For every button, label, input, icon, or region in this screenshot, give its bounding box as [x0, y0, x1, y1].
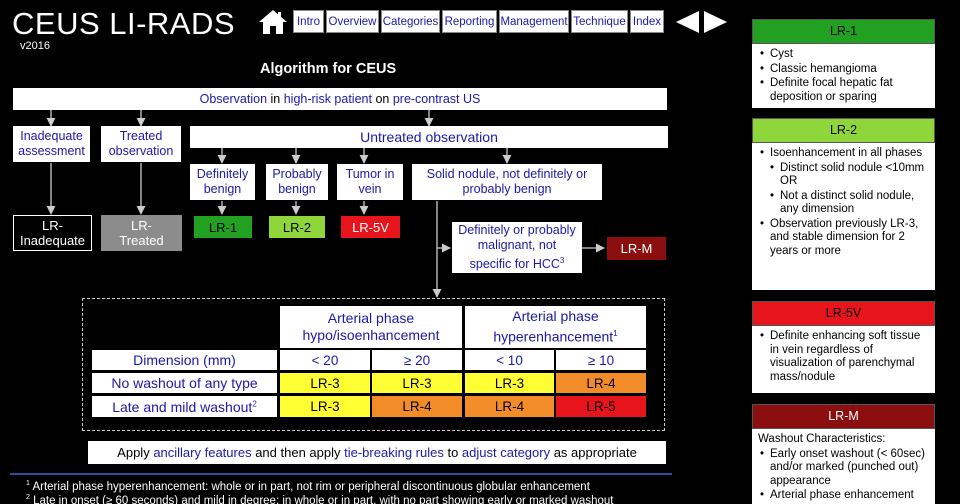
lr2-item-2: Distinct solid nodule <10mm OR	[770, 162, 929, 189]
lr1-item-1: Cyst	[760, 48, 929, 62]
col-group-hyper-ref: 1	[613, 329, 618, 339]
lrm-panel-title: LR-M	[752, 404, 935, 429]
footnote-1-text: Arterial phase hyperenhancement: whole o…	[29, 480, 590, 493]
late-washout-cell-4: LR-5	[556, 396, 646, 417]
col-group-hyper-text: Arterial phase hyperenhancement	[493, 308, 614, 345]
lr5v-panel: LR-5V Definite enhancing soft tissue in …	[752, 301, 935, 393]
lr5v-label: LR-5V	[341, 216, 400, 238]
col-group-hyper: Arterial phase hyperenhancement1	[465, 306, 646, 348]
algorithm-title: Algorithm for CEUS	[260, 61, 397, 77]
inadequate-assessment-box: Inadequate assessment	[13, 126, 90, 162]
lr1-item-3: Definite focal hepatic fat deposition or…	[760, 77, 929, 104]
late-washout-cell-1: LR-3	[280, 396, 370, 417]
lr1-label: LR-1	[194, 216, 252, 238]
definitely-benign-box: Definitely benign	[190, 164, 255, 200]
lrm-item-2: Arterial phase enhancement	[760, 489, 929, 503]
top-box-d: on	[371, 91, 393, 106]
row-late-washout-label: Late and mild washout2	[92, 396, 277, 417]
untreated-observation-box: Untreated observation	[190, 126, 668, 148]
dim-cell-3: < 10	[465, 350, 554, 370]
row-no-washout-label: No washout of any type	[92, 373, 277, 393]
lrm-item-1: Early onset washout (< 60sec) and/or mar…	[760, 448, 929, 489]
no-washout-cell-3: LR-3	[465, 373, 554, 393]
col-group-hypo-iso: Arterial phase hypo/isoenhancement	[280, 306, 462, 348]
washout-table-container	[82, 298, 665, 431]
footnote-1: 1 Arterial phase hyperenhancement: whole…	[26, 480, 590, 493]
tie-breaking-rules-link[interactable]: tie-breaking rules	[344, 445, 444, 460]
no-washout-cell-1: LR-3	[280, 373, 370, 393]
lr1-panel: LR-1 Cyst Classic hemangioma Definite fo…	[752, 19, 935, 108]
footnote-2: 2 Late in onset (≥ 60 seconds) and mild …	[26, 494, 613, 504]
nav-overview[interactable]: Overview	[326, 10, 379, 33]
lr-inadequate-label: LR-Inadequate	[13, 215, 92, 251]
lr5v-item-1: Definite enhancing soft tissue in vein r…	[760, 330, 929, 384]
page-title: CEUS LI-RADS	[12, 6, 236, 41]
footnote-1-num: 1	[26, 480, 30, 487]
footnote-2-text: Late in onset (≥ 60 seconds) and mild in…	[29, 494, 614, 504]
lr2-panel-title: LR-2	[752, 118, 935, 143]
lr-treated-label: LR-Treated	[101, 215, 182, 251]
malignant-text: Definitely or probably malignant, not sp…	[458, 222, 576, 272]
probably-benign-box: Probably benign	[266, 164, 328, 200]
apply-text-g: as appropriate	[550, 445, 637, 460]
nav-technique[interactable]: Technique	[571, 10, 628, 33]
nav-reporting[interactable]: Reporting	[442, 10, 497, 33]
apply-text-a: Apply	[117, 445, 154, 460]
nav-index[interactable]: Index	[630, 10, 664, 33]
solid-nodule-box: Solid nodule, not definitely or probably…	[412, 164, 602, 200]
top-box-b: in	[267, 91, 284, 106]
version-label: v2016	[20, 40, 50, 52]
lr2-item-3: Not a distinct solid nodule, any dimensi…	[770, 190, 929, 217]
flow-connectors	[46, 110, 605, 298]
lr1-panel-title: LR-1	[752, 19, 935, 44]
late-washout-ref: 2	[252, 398, 257, 408]
late-washout-cell-2: LR-4	[372, 396, 462, 417]
apply-text-e: to	[443, 445, 462, 460]
malignant-footnote-ref: 3	[559, 255, 565, 265]
ancillary-features-link[interactable]: ancillary features	[153, 445, 252, 460]
lr5v-panel-title: LR-5V	[752, 301, 935, 326]
lr2-item-4: Observation previously LR-3, and stable …	[760, 218, 929, 259]
nav-categories[interactable]: Categories	[381, 10, 440, 33]
lr2-item-1: Isoenhancement in all phases	[760, 147, 929, 161]
apply-ancillary-bar: Apply ancillary features and then apply …	[88, 441, 666, 464]
dim-cell-4: ≥ 10	[556, 350, 646, 370]
home-icon[interactable]	[258, 9, 288, 35]
top-observation-box: Observation in high-risk patient on pre-…	[13, 88, 667, 110]
lr1-item-2: Classic hemangioma	[760, 63, 929, 77]
dim-cell-2: ≥ 20	[372, 350, 462, 370]
top-box-e: pre-contrast US	[392, 91, 481, 106]
lrm-panel: LR-M Washout Characteristics: Early onse…	[752, 404, 935, 504]
footnote-2-num: 2	[26, 494, 30, 501]
nav-management[interactable]: Management	[499, 10, 569, 33]
no-washout-cell-4: LR-4	[556, 373, 646, 393]
malignant-box: Definitely or probably malignant, not sp…	[452, 222, 582, 273]
late-washout-text: Late and mild washout	[112, 398, 253, 415]
apply-text-c: and then apply	[251, 445, 345, 460]
dim-cell-1: < 20	[280, 350, 370, 370]
adjust-category-link[interactable]: adjust category	[461, 445, 551, 460]
row-dimension-label: Dimension (mm)	[92, 350, 277, 370]
tumor-in-vein-box: Tumor in vein	[337, 164, 403, 200]
lrm-label: LR-M	[607, 237, 666, 260]
lrm-intro: Washout Characteristics:	[758, 433, 886, 445]
treated-observation-box: Treated observation	[101, 126, 181, 162]
footnote-divider	[10, 473, 672, 475]
no-washout-cell-2: LR-3	[372, 373, 462, 393]
top-box-c: high-risk patient	[283, 91, 372, 106]
top-box-a: Observation	[199, 91, 268, 106]
nav-intro[interactable]: Intro	[293, 10, 324, 33]
lr2-panel: LR-2 Isoenhancement in all phases Distin…	[752, 118, 935, 290]
lr2-label: LR-2	[269, 216, 325, 238]
triangle-left-icon[interactable]	[676, 11, 700, 38]
triangle-right-icon[interactable]	[704, 11, 728, 38]
late-washout-cell-3: LR-4	[465, 396, 554, 417]
